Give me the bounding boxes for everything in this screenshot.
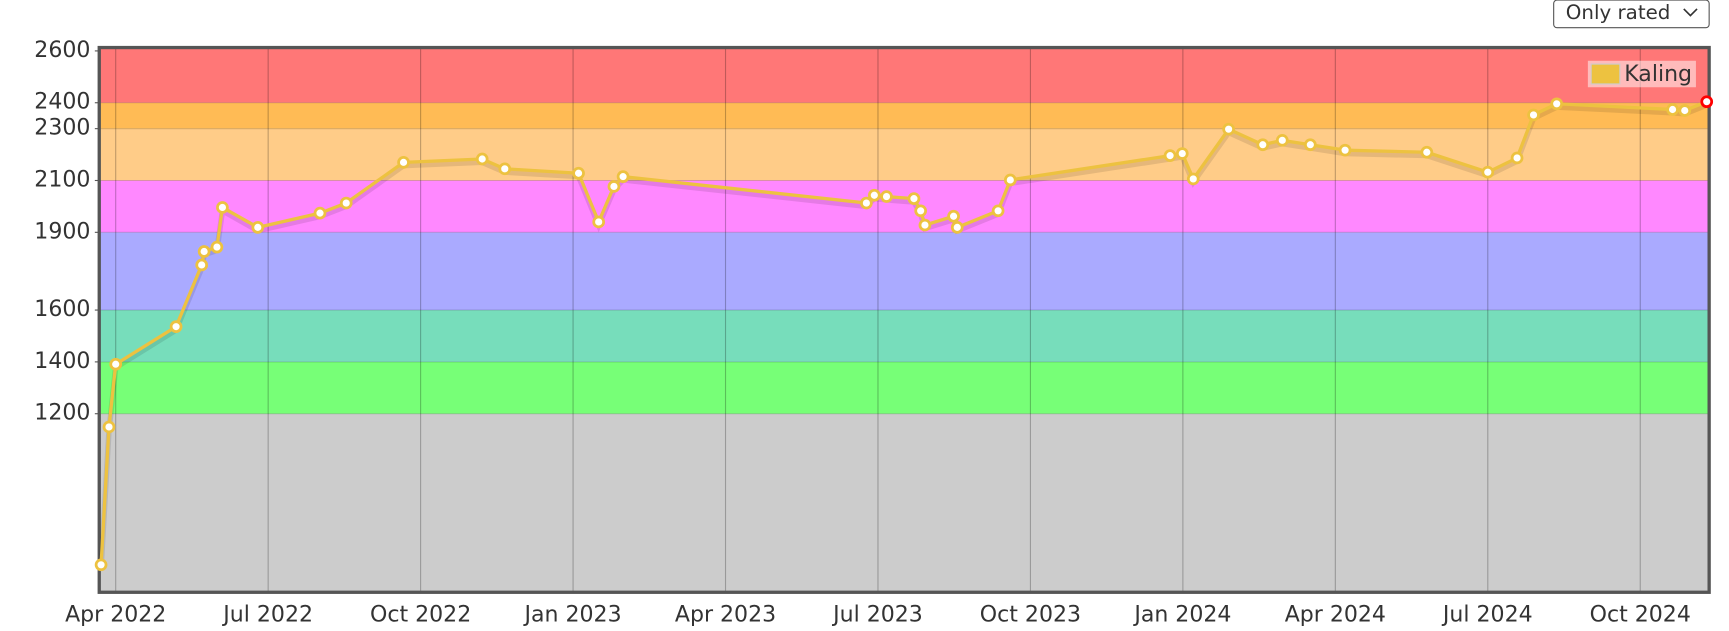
filter-dropdown[interactable] bbox=[1553, 0, 1710, 29]
x-tick-label: Jul 2024 bbox=[1441, 602, 1533, 627]
rating-point bbox=[94, 558, 108, 572]
rating-point bbox=[1256, 138, 1270, 152]
rating-point bbox=[339, 196, 353, 210]
y-tick-label: 2400 bbox=[34, 90, 90, 115]
rating-point bbox=[950, 221, 964, 234]
rating-point bbox=[1481, 165, 1495, 179]
rating-band bbox=[99, 361, 1710, 414]
rating-point bbox=[1222, 122, 1235, 136]
rating-line bbox=[99, 100, 1708, 565]
rating-point bbox=[914, 204, 928, 218]
x-tick-label: Apr 2023 bbox=[675, 602, 776, 627]
rating-point bbox=[475, 152, 489, 166]
rating-point bbox=[1186, 172, 1200, 186]
x-tick-label: Oct 2024 bbox=[1590, 602, 1691, 627]
rating-point bbox=[947, 209, 960, 223]
x-tick-label: Jul 2022 bbox=[221, 602, 313, 627]
rating-point bbox=[607, 180, 621, 193]
x-tick-label: Oct 2023 bbox=[980, 602, 1081, 627]
rating-point bbox=[1550, 97, 1564, 111]
y-tick-label: 2300 bbox=[34, 116, 90, 141]
rating-band bbox=[99, 128, 1710, 181]
y-tick-label: 2100 bbox=[34, 167, 90, 192]
legend-swatch bbox=[1590, 63, 1621, 85]
rating-point bbox=[498, 162, 512, 176]
rating-point bbox=[251, 221, 265, 234]
rating-point bbox=[616, 170, 630, 183]
rating-point bbox=[197, 245, 211, 258]
x-tick-label: Apr 2022 bbox=[65, 602, 166, 627]
rating-band bbox=[99, 232, 1710, 311]
rating-point bbox=[918, 218, 932, 232]
rating-point bbox=[1527, 108, 1540, 122]
rating-point bbox=[102, 420, 116, 434]
rating-point bbox=[1338, 143, 1352, 157]
y-tick-label: 1600 bbox=[34, 297, 90, 322]
rating-band bbox=[99, 47, 1710, 103]
legend-label: Kaling bbox=[1624, 62, 1692, 87]
rating-point bbox=[1678, 104, 1692, 117]
rating-point bbox=[991, 204, 1005, 218]
x-tick-label: Apr 2024 bbox=[1285, 602, 1386, 627]
rating-point bbox=[216, 201, 229, 214]
rating-point bbox=[1303, 138, 1317, 152]
rating-band bbox=[99, 413, 1710, 593]
rating-point bbox=[572, 166, 585, 180]
rating-point bbox=[109, 357, 123, 371]
x-tick-label: Jan 2024 bbox=[1132, 602, 1231, 627]
rating-point bbox=[867, 188, 881, 202]
y-tick-label: 2600 bbox=[34, 38, 90, 63]
filter-label[interactable]: Only rated bbox=[1566, 1, 1671, 24]
y-tick-label: 1900 bbox=[34, 219, 90, 244]
rating-point bbox=[169, 320, 183, 333]
rating-point bbox=[1700, 95, 1714, 109]
rating-point bbox=[1420, 145, 1434, 159]
rating-band bbox=[99, 310, 1710, 362]
x-tick-label: Jan 2023 bbox=[523, 602, 622, 627]
rating-point bbox=[907, 192, 921, 205]
rating-point bbox=[860, 196, 873, 210]
rating-point bbox=[1275, 133, 1289, 147]
rating-point bbox=[1666, 103, 1679, 116]
rating-point bbox=[210, 240, 224, 254]
rating-point bbox=[313, 206, 327, 220]
rating-point bbox=[397, 156, 410, 169]
rating-point bbox=[880, 190, 893, 203]
y-tick-label: 1200 bbox=[34, 401, 90, 426]
rating-point bbox=[195, 258, 209, 272]
dropdown-arrow bbox=[1683, 8, 1698, 17]
x-tick-label: Oct 2022 bbox=[370, 602, 471, 627]
rating-point bbox=[592, 215, 606, 229]
rating-band bbox=[99, 102, 1710, 129]
y-tick-label: 1400 bbox=[34, 349, 90, 374]
rating-point bbox=[1510, 151, 1524, 165]
plot-border bbox=[97, 45, 1711, 594]
rating-point bbox=[1175, 147, 1189, 160]
rating-point bbox=[1163, 149, 1177, 162]
x-tick-label: Jul 2023 bbox=[831, 602, 923, 627]
rating-point bbox=[1003, 173, 1017, 187]
